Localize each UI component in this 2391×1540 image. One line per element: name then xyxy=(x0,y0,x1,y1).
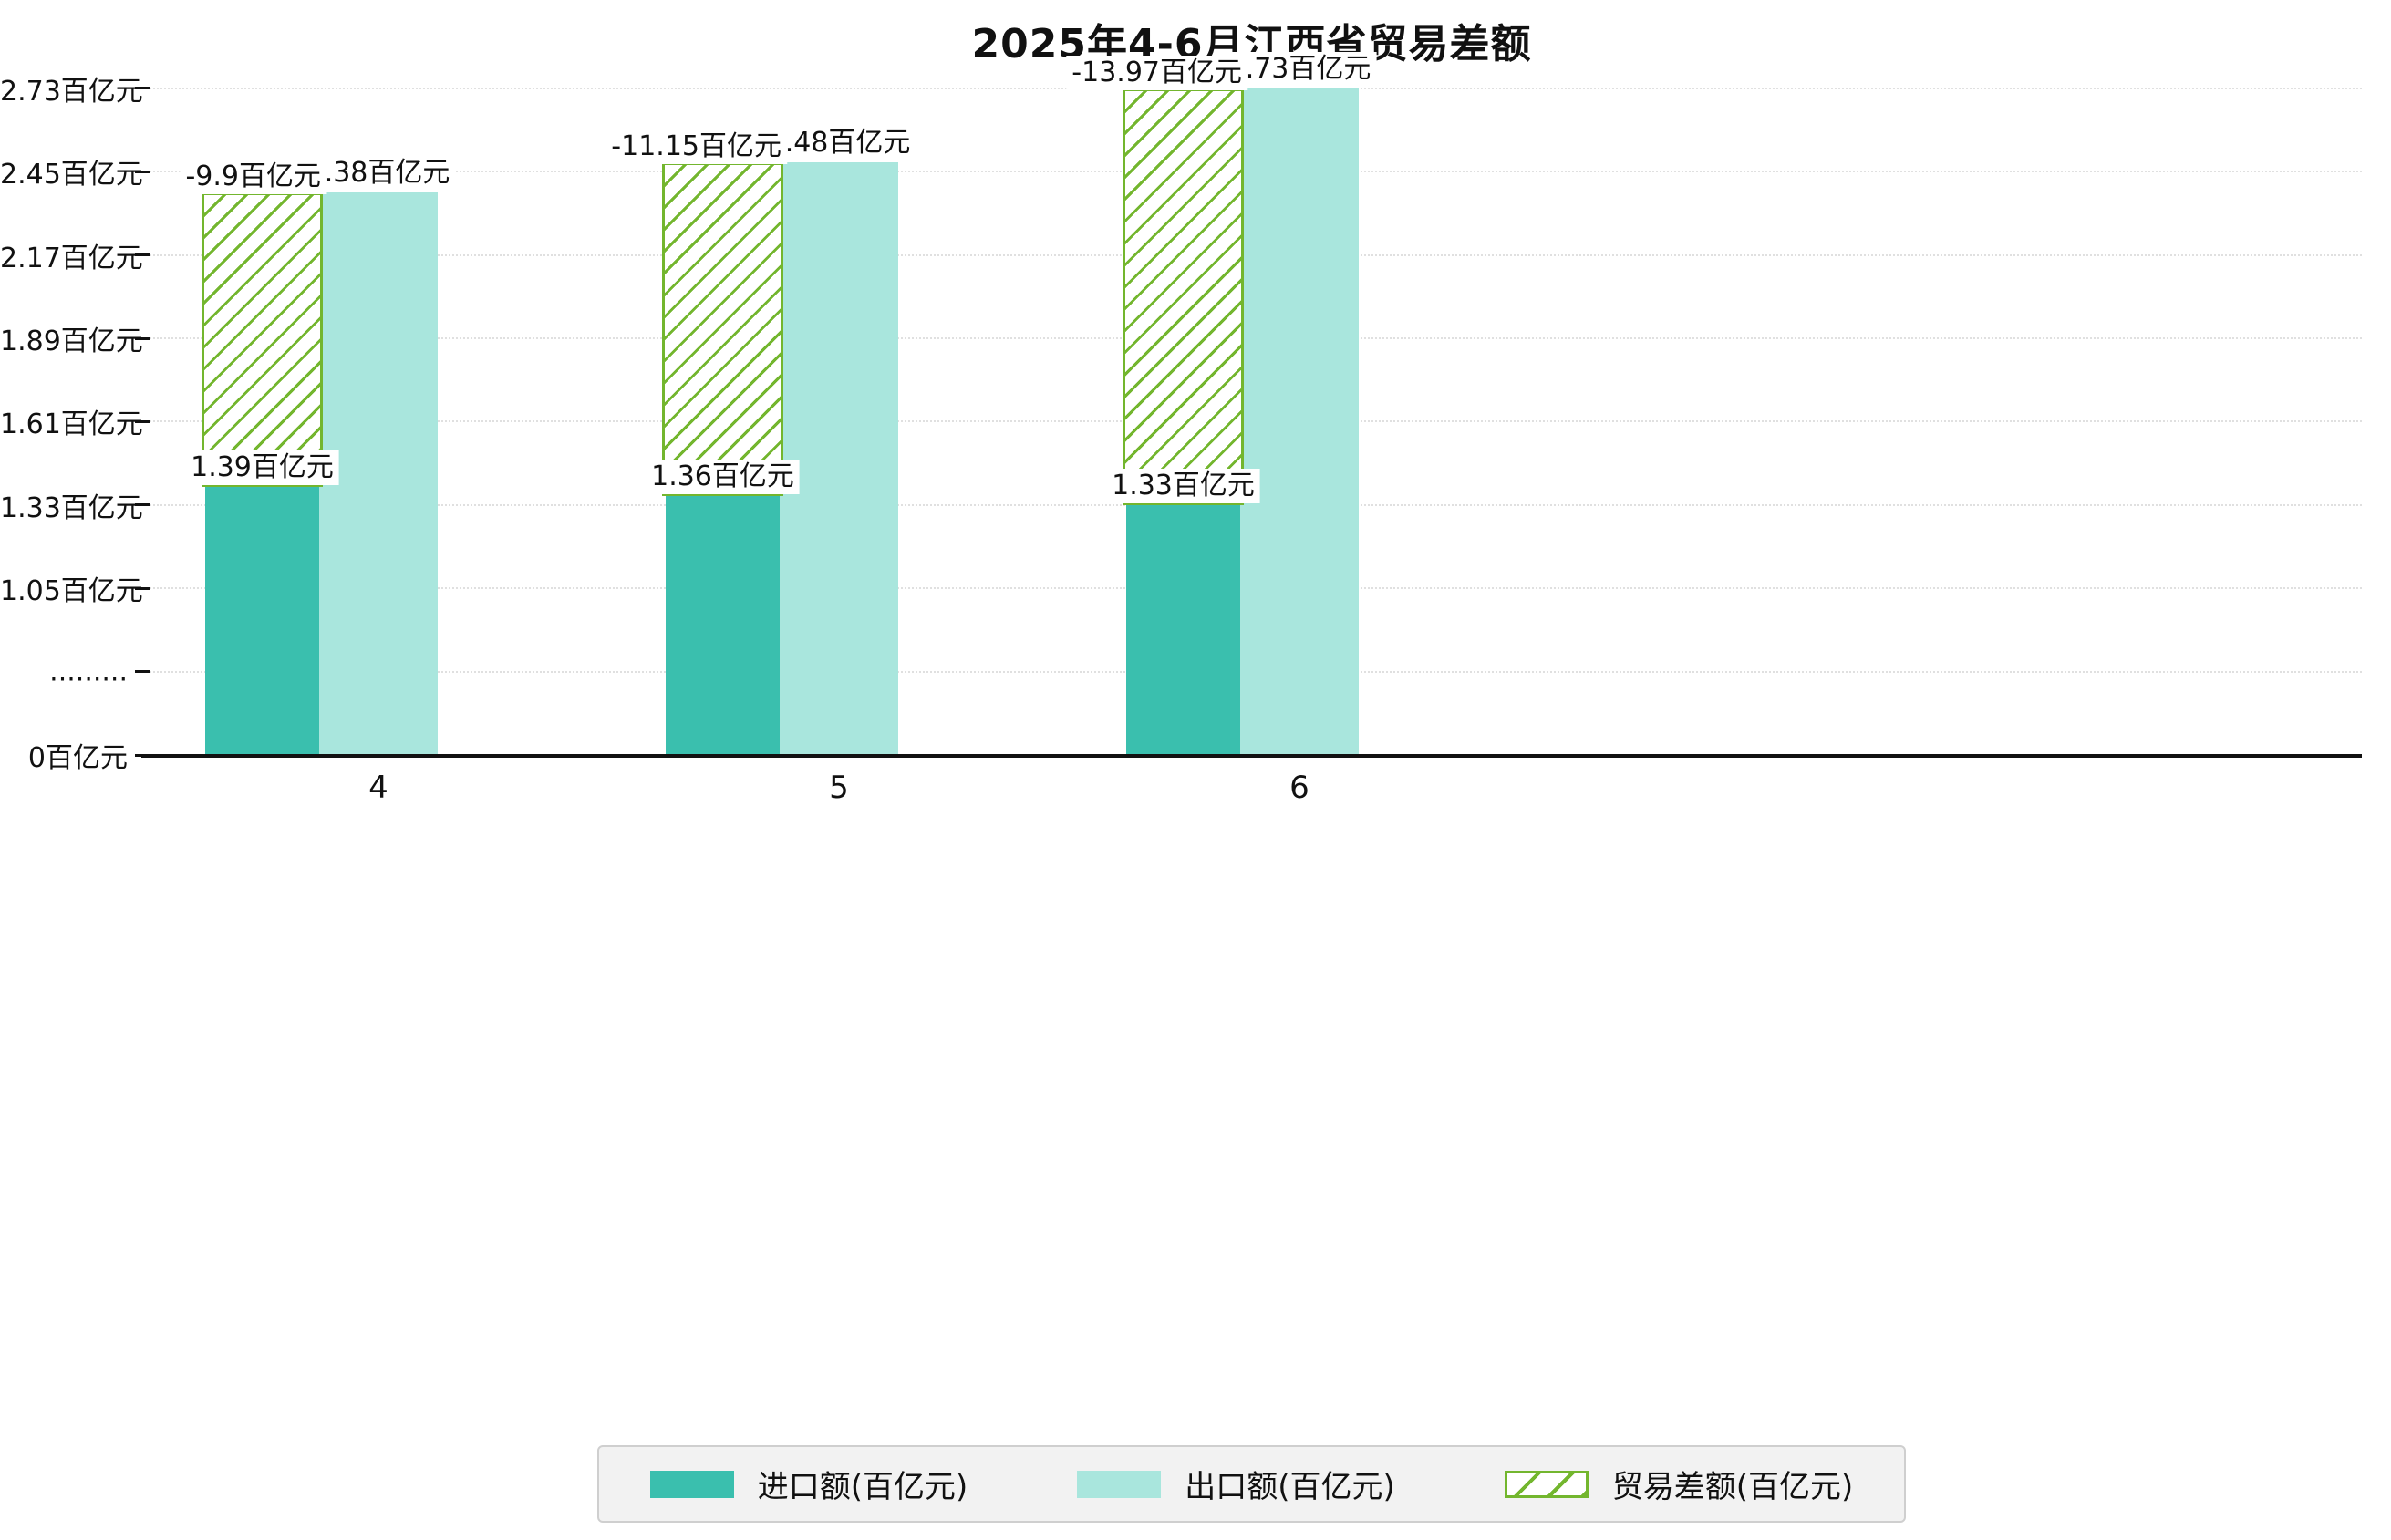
import-bar xyxy=(666,496,780,755)
y-tick-label: 2.45百亿元 xyxy=(0,159,143,191)
y-tick-mark xyxy=(135,87,150,90)
y-tick-label: ......... xyxy=(49,656,128,688)
y-tick-label: 2.73百亿元 xyxy=(0,75,143,108)
import-value-label: 1.36百亿元 xyxy=(646,460,800,494)
export-value-label: 2.48百亿元 xyxy=(761,126,916,161)
x-axis-line xyxy=(141,754,2362,758)
legend-label-import: 进口额(百亿元) xyxy=(757,1469,968,1505)
import-bar xyxy=(205,487,319,755)
x-tick-label: 6 xyxy=(1289,770,1309,806)
y-tick-label: 2.17百亿元 xyxy=(0,242,143,274)
trade-balance-bar xyxy=(1123,88,1244,505)
import-value-label: 1.39百亿元 xyxy=(185,450,339,486)
legend-item-import: 进口额(百亿元) xyxy=(649,1462,968,1506)
y-tick-mark xyxy=(135,336,150,340)
import-bar xyxy=(1126,504,1240,755)
legend-label-export: 出口额(百亿元) xyxy=(1185,1469,1395,1505)
legend-item-export: 出口额(百亿元) xyxy=(1077,1462,1395,1506)
export-value-label: 2.73百亿元 xyxy=(1222,51,1377,87)
y-tick-mark xyxy=(135,586,150,590)
trade-balance-value-label: -13.97百亿元 xyxy=(1066,55,1247,90)
trade-balance-value-label: -9.9百亿元 xyxy=(180,160,326,195)
export-bar xyxy=(1240,88,1359,755)
y-tick-label: 1.33百亿元 xyxy=(0,491,143,524)
x-tick-label: 5 xyxy=(829,770,849,806)
export-swatch-icon xyxy=(1077,1470,1162,1498)
y-tick-mark xyxy=(135,670,150,674)
x-tick-label: 4 xyxy=(368,770,388,806)
y-tick-mark xyxy=(135,503,150,507)
import-swatch-icon xyxy=(649,1470,734,1498)
y-tick-mark xyxy=(135,419,150,423)
y-tick-label: 0百亿元 xyxy=(27,742,128,774)
trade-balance-bar xyxy=(662,162,783,496)
legend-label-trade-balance: 贸易差额(百亿元) xyxy=(1611,1469,1854,1505)
y-tick-label: 1.89百亿元 xyxy=(0,326,143,357)
y-tick-mark xyxy=(135,253,150,257)
trade-balance-bar xyxy=(202,192,323,488)
legend-box: 进口额(百亿元) 出口额(百亿元) 贸易差额(百亿元) xyxy=(596,1445,1907,1523)
y-tick-mark xyxy=(135,170,150,173)
trade-balance-value-label: -11.15百亿元 xyxy=(606,129,787,165)
y-tick-label: 1.05百亿元 xyxy=(0,575,143,608)
trade-balance-swatch-icon xyxy=(1504,1470,1589,1498)
import-value-label: 1.33百亿元 xyxy=(1106,468,1260,503)
legend: 进口额(百亿元) 出口额(百亿元) 贸易差额(百亿元) xyxy=(141,1445,2362,1523)
export-value-label: 2.38百亿元 xyxy=(301,156,456,191)
y-tick-label: 1.61百亿元 xyxy=(0,408,143,441)
export-bar xyxy=(780,162,898,755)
legend-item-trade-balance: 贸易差额(百亿元) xyxy=(1504,1462,1854,1506)
